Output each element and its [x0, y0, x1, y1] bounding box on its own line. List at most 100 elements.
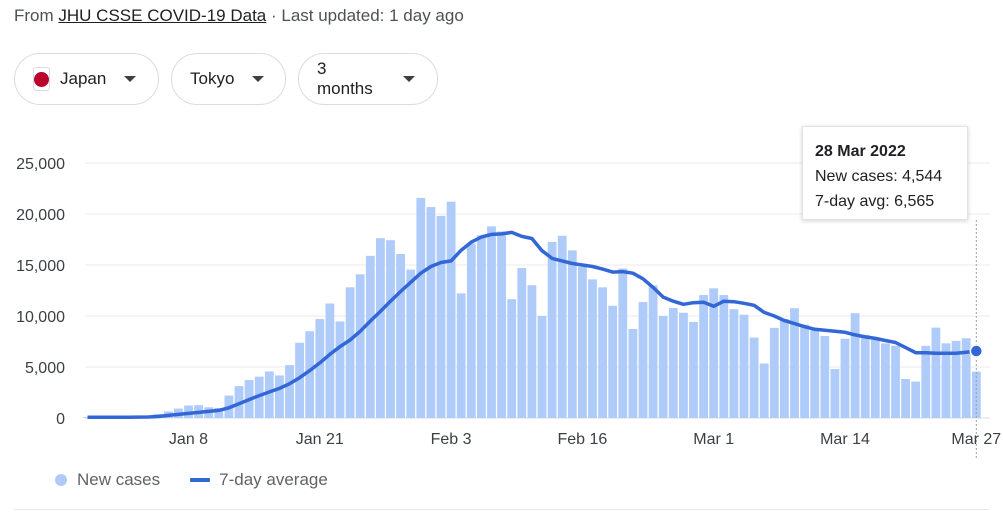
- x-tick-label: Mar 1: [693, 431, 734, 448]
- y-tick-label: 0: [56, 411, 65, 428]
- x-tick-label: Feb 3: [431, 431, 472, 448]
- new-cases-bar: [487, 226, 496, 418]
- tooltip-date: 28 Mar 2022: [815, 143, 906, 160]
- new-cases-bar: [608, 305, 618, 418]
- new-cases-bar: [921, 345, 931, 418]
- dropdown-caret-icon: [124, 76, 137, 82]
- tooltip-new-cases: New cases: 4,544: [815, 168, 943, 185]
- new-cases-bar: [335, 321, 345, 418]
- new-cases-bar: [406, 269, 416, 418]
- region-dropdown[interactable]: Tokyo: [171, 53, 286, 105]
- new-cases-bar: [790, 308, 799, 418]
- new-cases-bar: [810, 330, 820, 418]
- new-cases-bar: [668, 308, 678, 418]
- new-cases-bar: [679, 312, 688, 418]
- new-cases-bar: [355, 274, 365, 418]
- tooltip-avg: 7-day avg: 6,565: [815, 193, 935, 210]
- new-cases-bar: [769, 327, 779, 418]
- legend-item-new-cases: New cases: [55, 470, 160, 490]
- time-range-label: 3 months: [317, 59, 373, 98]
- legend-average-label: 7-day average: [219, 470, 328, 489]
- new-cases-bar: [739, 314, 749, 418]
- jhu-data-link[interactable]: JHU CSSE COVID-19 Data: [58, 6, 267, 25]
- new-cases-bar: [275, 375, 284, 418]
- chart-grid: 0 5,000 10,000 15,000 20,000 25,000: [16, 156, 990, 428]
- new-cases-bar: [588, 279, 597, 418]
- dropdown-caret-icon: [252, 76, 265, 82]
- y-tick-label: 10,000: [16, 309, 65, 326]
- new-cases-bar: [729, 309, 739, 418]
- new-cases-bar: [830, 369, 840, 418]
- new-cases-bar: [749, 337, 759, 418]
- new-cases-bar: [759, 363, 769, 418]
- chart-tooltip: 28 Mar 2022 New cases: 4,544 7-day avg: …: [802, 126, 968, 220]
- new-cases-bar: [365, 255, 375, 418]
- legend-bar-swatch: [55, 474, 67, 486]
- new-cases-bar: [416, 197, 426, 418]
- new-cases-bar: [941, 343, 951, 418]
- seven-day-average-line: [87, 230, 977, 419]
- y-tick-label: 15,000: [16, 258, 65, 275]
- new-cases-bar: [931, 327, 941, 418]
- new-cases-bar: [800, 324, 809, 418]
- divider: [14, 509, 989, 510]
- new-cases-bar: [517, 268, 527, 418]
- x-tick-label: Mar 14: [820, 431, 870, 448]
- x-tick-label: Feb 16: [557, 431, 607, 448]
- country-label: Japan: [60, 69, 107, 88]
- new-cases-bar: [699, 295, 708, 418]
- new-cases-bar: [547, 241, 557, 418]
- chart-legend: New cases 7-day average: [55, 470, 358, 490]
- last-updated: · Last updated: 1 day ago: [270, 6, 464, 25]
- new-cases-bar: [446, 201, 456, 418]
- new-cases-bar: [598, 287, 607, 418]
- new-cases-bar: [870, 339, 880, 418]
- new-cases-bar: [881, 343, 890, 418]
- new-cases-bar: [396, 253, 405, 418]
- new-cases-bar: [386, 240, 395, 418]
- x-axis-labels: Jan 8 Jan 21 Feb 3 Feb 16 Mar 1 Mar 14 Mar 27: [169, 431, 1001, 448]
- new-cases-bar: [466, 243, 476, 418]
- new-cases-bar: [264, 371, 274, 418]
- x-tick-label: Jan 8: [169, 431, 208, 448]
- new-cases-bar: [618, 268, 628, 418]
- time-range-dropdown[interactable]: 3 months: [298, 53, 438, 105]
- new-cases-bar: [891, 345, 900, 418]
- new-cases-bar: [315, 319, 325, 418]
- country-dropdown[interactable]: Japan: [14, 53, 159, 105]
- new-cases-bar: [305, 331, 315, 418]
- new-cases-bar: [295, 342, 304, 418]
- new-cases-bar: [961, 338, 971, 418]
- new-cases-bar: [689, 321, 698, 418]
- y-tick-label: 5,000: [25, 360, 65, 377]
- new-cases-bar: [285, 365, 294, 418]
- source-prefix: From: [14, 6, 54, 25]
- new-cases-bar: [477, 235, 486, 418]
- new-cases-bars: [83, 197, 981, 418]
- new-cases-bar: [456, 293, 466, 418]
- new-cases-bar: [345, 287, 355, 418]
- hover-point: [969, 344, 984, 358]
- new-cases-bar: [578, 266, 587, 418]
- new-cases-bar: [658, 316, 668, 418]
- japan-flag-icon: [33, 67, 50, 91]
- new-cases-bar: [911, 381, 921, 418]
- data-source-line: From JHU CSSE COVID-19 Data · Last updat…: [14, 6, 464, 26]
- new-cases-bar: [951, 340, 961, 418]
- x-tick-label: Jan 21: [296, 431, 344, 448]
- dropdown-caret-icon: [403, 76, 415, 82]
- new-cases-bar: [527, 285, 537, 418]
- new-cases-bar: [376, 238, 385, 418]
- filter-bar: Japan Tokyo 3 months: [14, 53, 438, 105]
- new-cases-bar: [325, 303, 335, 418]
- new-cases-bar: [840, 338, 850, 418]
- y-tick-label: 20,000: [16, 207, 65, 224]
- new-cases-bar: [901, 378, 910, 418]
- new-cases-bar: [850, 313, 860, 418]
- new-cases-bar: [507, 299, 517, 418]
- new-cases-bar: [780, 318, 789, 418]
- legend-item-average: 7-day average: [190, 470, 328, 490]
- new-cases-bar: [537, 316, 547, 418]
- x-tick-label: Mar 27: [951, 431, 1001, 448]
